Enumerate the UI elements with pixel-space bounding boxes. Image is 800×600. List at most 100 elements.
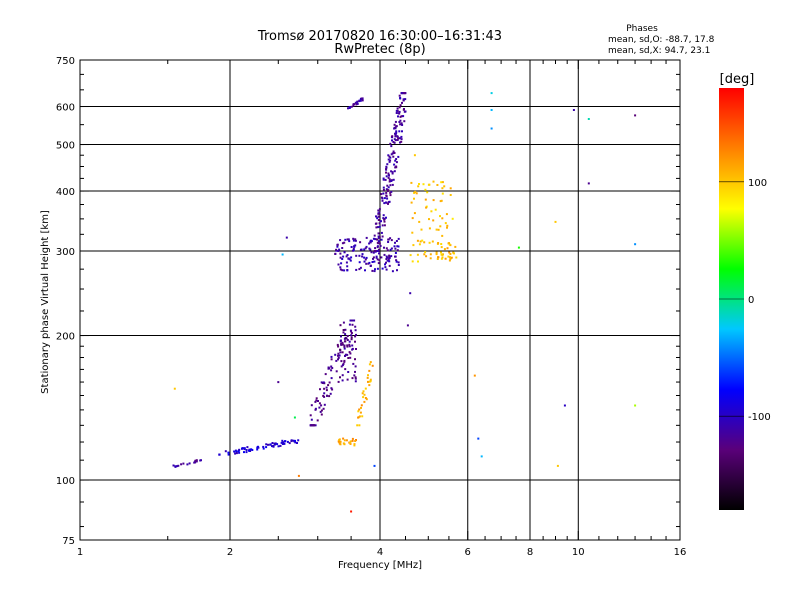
data-point (250, 448, 253, 451)
y-tick-label: 750 (56, 56, 75, 67)
data-point (341, 364, 344, 367)
data-point (315, 399, 318, 402)
data-point (385, 171, 387, 174)
data-point (339, 252, 342, 255)
data-point (373, 464, 376, 467)
data-point (396, 245, 399, 248)
data-point (441, 192, 444, 195)
data-point (309, 424, 312, 427)
data-point (367, 374, 369, 377)
data-point (449, 194, 452, 196)
data-point (401, 130, 403, 133)
data-point (556, 464, 559, 467)
data-point (393, 141, 396, 144)
data-point (383, 218, 386, 221)
data-point (395, 130, 398, 133)
data-point (440, 257, 443, 260)
data-point (412, 244, 415, 247)
data-point (392, 150, 395, 153)
data-point (352, 362, 355, 365)
data-point (393, 138, 396, 141)
data-point (397, 155, 400, 158)
data-point (378, 222, 381, 225)
data-point (399, 123, 402, 126)
data-point (248, 449, 251, 452)
data-point (349, 319, 352, 322)
data-point (394, 166, 397, 169)
data-point (365, 398, 368, 401)
data-point (404, 98, 407, 101)
x-tick-label: 16 (674, 547, 687, 558)
data-point (393, 152, 396, 154)
data-point (380, 220, 382, 223)
data-point (436, 258, 439, 260)
data-point (323, 403, 326, 406)
data-point (359, 266, 362, 269)
data-point (394, 135, 397, 138)
data-point (386, 163, 389, 166)
data-point (340, 365, 343, 368)
data-point (353, 443, 356, 446)
data-point (354, 365, 357, 368)
data-point (297, 439, 300, 442)
data-point (350, 246, 353, 248)
data-point (224, 450, 227, 453)
data-point (180, 463, 183, 466)
data-point (188, 462, 191, 465)
data-point (375, 238, 378, 241)
data-point (342, 442, 345, 445)
data-point (281, 443, 284, 445)
data-point (394, 247, 397, 250)
data-point (435, 228, 438, 231)
data-point (364, 258, 367, 261)
data-point (400, 123, 403, 126)
data-point (395, 260, 398, 263)
data-point (424, 188, 427, 191)
data-point (381, 224, 384, 227)
data-point (372, 251, 375, 254)
data-point (455, 256, 458, 259)
data-point (377, 212, 380, 215)
data-point (410, 201, 413, 204)
data-point (396, 107, 399, 110)
data-point (443, 185, 446, 188)
data-point (399, 96, 402, 99)
y-tick-label: 400 (56, 187, 75, 198)
data-point (361, 255, 364, 258)
data-point (364, 269, 366, 272)
data-point (490, 92, 493, 95)
data-point (362, 390, 365, 393)
data-point (351, 348, 354, 351)
data-point (344, 333, 347, 336)
data-point (349, 329, 352, 332)
data-point (339, 256, 342, 259)
data-point (320, 381, 323, 384)
data-point (358, 424, 361, 427)
data-point (381, 199, 384, 202)
data-point (389, 156, 392, 159)
data-point (441, 234, 444, 237)
data-point (392, 155, 395, 158)
data-point (238, 451, 241, 454)
data-point (363, 260, 366, 263)
data-point (381, 197, 384, 200)
data-point (385, 255, 388, 258)
data-point (331, 367, 334, 369)
data-point (335, 248, 338, 251)
data-point (296, 442, 298, 444)
data-point (341, 242, 344, 245)
data-point (391, 171, 394, 174)
data-point (388, 155, 391, 158)
data-point (376, 217, 379, 220)
data-point (440, 246, 443, 249)
data-point (288, 442, 291, 445)
data-point (354, 335, 357, 338)
data-point (343, 345, 346, 348)
data-point (398, 137, 401, 140)
data-point (349, 352, 352, 355)
data-point (388, 255, 391, 258)
data-point (277, 381, 280, 384)
y-tick-label: 600 (56, 103, 75, 114)
chart-title: Tromsø 20170820 16:30:00–16:31:43 (257, 29, 502, 44)
data-point (390, 145, 393, 148)
